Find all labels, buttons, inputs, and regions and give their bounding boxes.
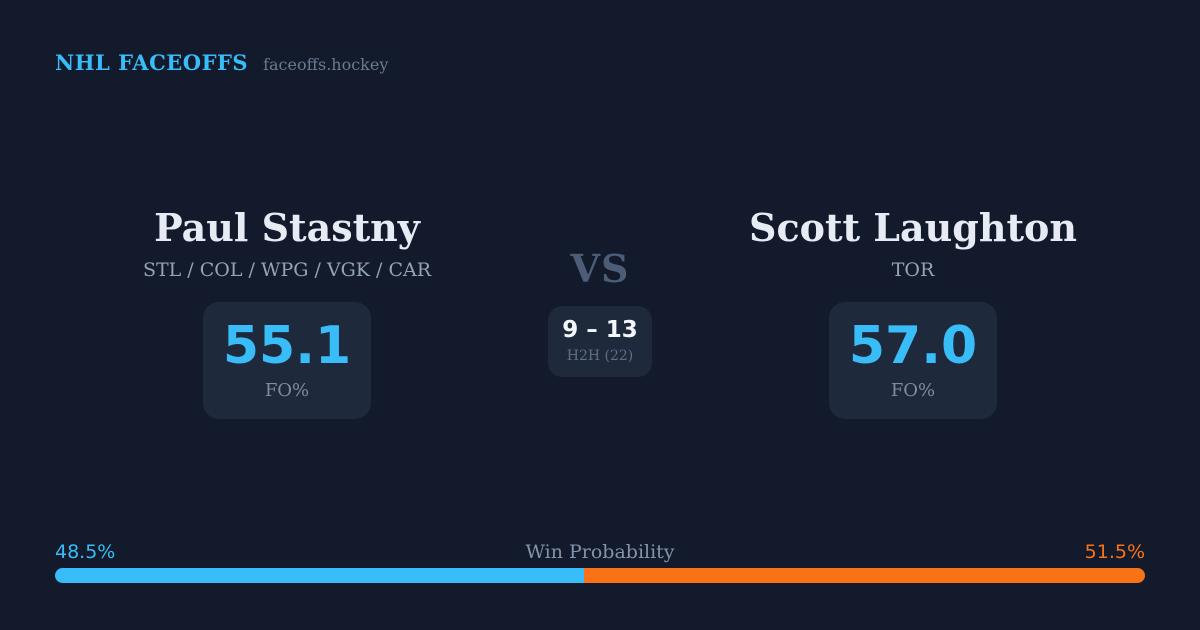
- win-probability-labels: 48.5% Win Probability 51.5%: [55, 541, 1145, 563]
- site-name: faceoffs.hockey: [263, 55, 389, 74]
- h2h-score: 9 – 13: [562, 316, 638, 343]
- player-right-section: Scott Laughton TOR 57.0 FO%: [713, 205, 1113, 419]
- player-right-stat-card: 57.0 FO%: [829, 301, 997, 419]
- player-left-stat-label: FO%: [264, 379, 310, 401]
- player-right-stat-value: 57.0: [848, 315, 978, 376]
- win-prob-bar: [55, 568, 1145, 583]
- player-left-section: Paul Stastny STL / COL / WPG / VGK / CAR…: [87, 205, 487, 419]
- player-right-name: Scott Laughton: [749, 205, 1077, 250]
- win-bar-left: [55, 568, 584, 583]
- player-left-teams: STL / COL / WPG / VGK / CAR: [142, 258, 432, 281]
- h2h-card: 9 – 13 H2H (22): [548, 305, 652, 377]
- player-left-stat-value: 55.1: [222, 315, 352, 376]
- player-right-teams: TOR: [891, 258, 935, 281]
- win-prob-title: Win Probability: [525, 541, 675, 563]
- player-left-name: Paul Stastny: [154, 205, 420, 250]
- player-right-stat-label: FO%: [890, 379, 936, 401]
- win-prob-right-pct: 51.5%: [1084, 541, 1145, 563]
- player-left-stat-card: 55.1 FO%: [203, 301, 371, 419]
- vs-label: VS: [570, 246, 630, 291]
- h2h-count-label: H2H (22): [566, 347, 634, 364]
- win-prob-left-pct: 48.5%: [55, 541, 116, 563]
- matchup-center-section: VS 9 – 13 H2H (22): [500, 247, 700, 377]
- brand-title: NHL FACEOFFS: [55, 50, 249, 75]
- header: NHL FACEOFFS faceoffs.hockey: [55, 50, 388, 75]
- win-bar-right: [583, 568, 1145, 583]
